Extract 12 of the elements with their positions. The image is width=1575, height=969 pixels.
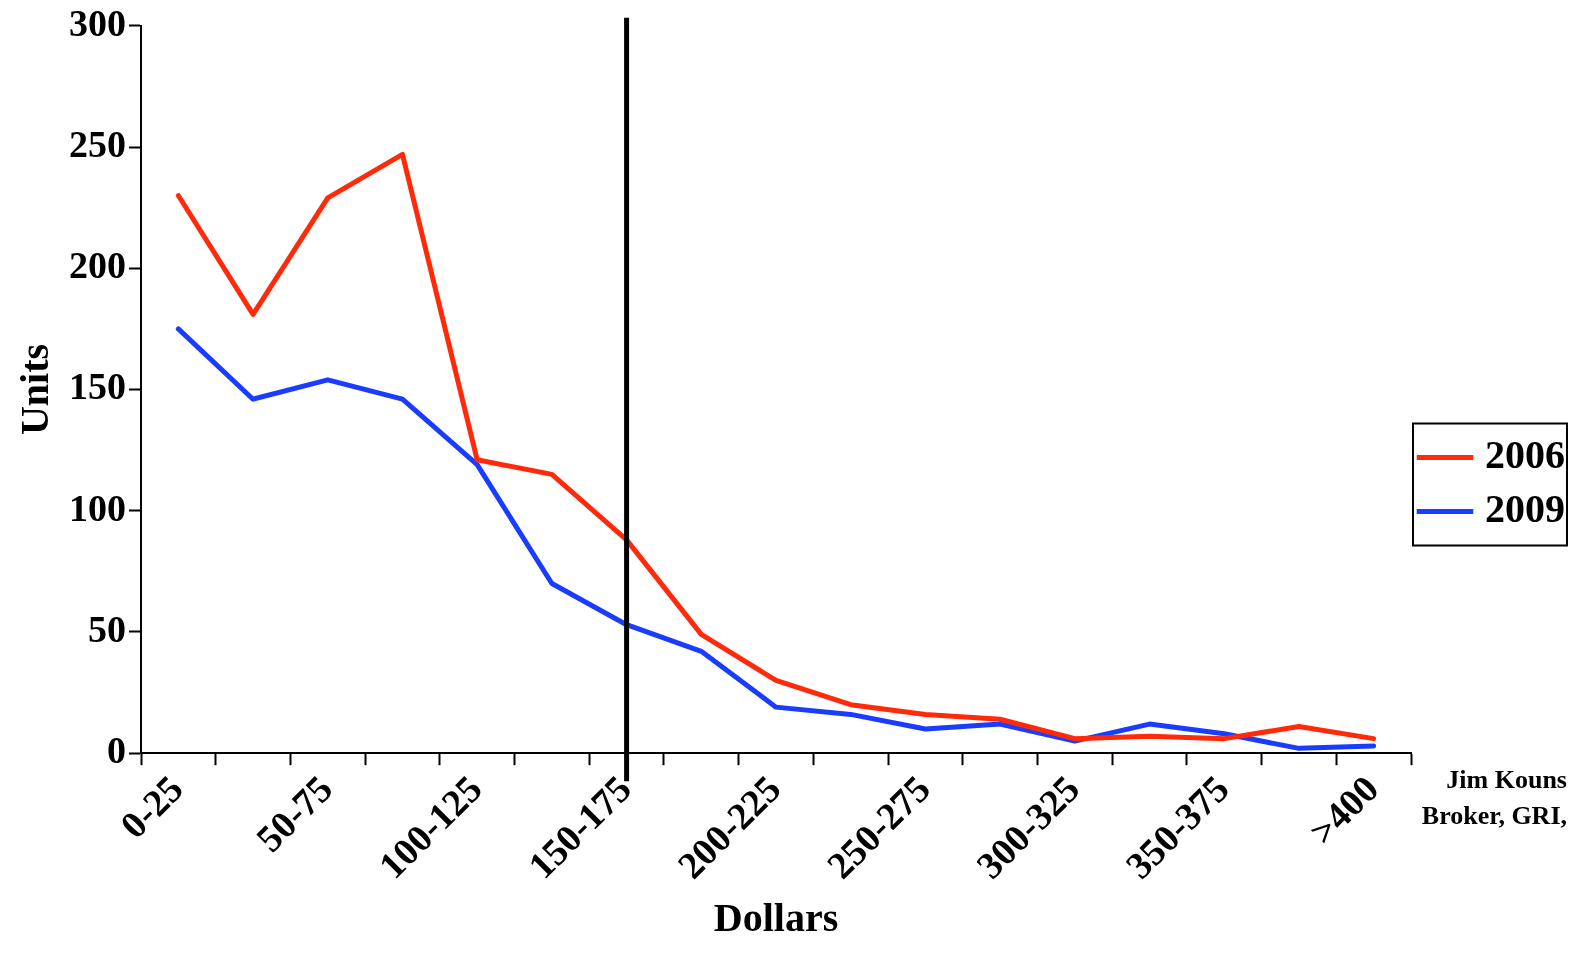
x-axis-title: Dollars (713, 895, 839, 941)
y-tick-label: 150 (69, 365, 126, 408)
y-axis-title: Units (12, 343, 58, 436)
y-tick-label: 100 (69, 486, 126, 529)
text: Jim Kouns (1445, 764, 1567, 796)
text: Broker, GRI, (1421, 800, 1567, 832)
y-tick-label: 50 (88, 607, 126, 650)
legend-label: 2009 (1485, 485, 1565, 531)
y-tick-label: 200 (69, 244, 126, 287)
legend-label: 2006 (1485, 431, 1565, 477)
y-tick-label: 300 (69, 1, 126, 44)
y-tick-label: 250 (69, 122, 126, 165)
